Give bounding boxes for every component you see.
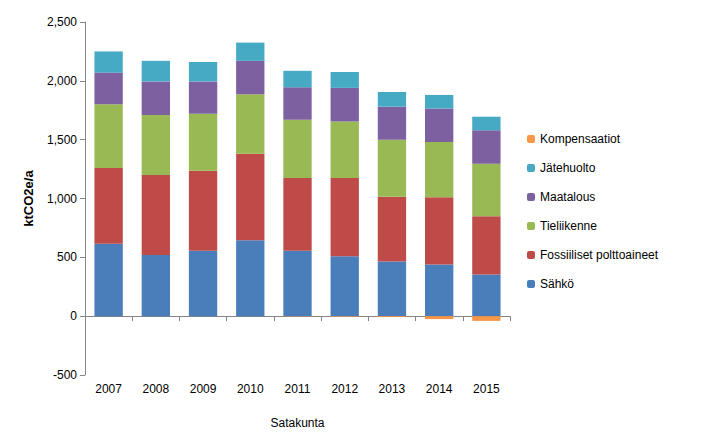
svg-text:0: 0: [70, 309, 77, 323]
svg-text:-500: -500: [53, 368, 77, 382]
svg-text:2010: 2010: [237, 382, 264, 396]
svg-text:2007: 2007: [95, 382, 122, 396]
svg-text:2015: 2015: [473, 382, 500, 396]
svg-text:Kompensaatiot: Kompensaatiot: [540, 132, 621, 146]
svg-text:Fossiiliset polttoaineet: Fossiiliset polttoaineet: [540, 248, 659, 262]
svg-text:2,000: 2,000: [47, 74, 77, 88]
svg-text:Jätehuolto: Jätehuolto: [540, 161, 596, 175]
svg-text:2,500: 2,500: [47, 15, 77, 29]
svg-text:2014: 2014: [426, 382, 453, 396]
svg-text:2013: 2013: [379, 382, 406, 396]
svg-text:500: 500: [57, 250, 77, 264]
svg-text:ktCO2e/a: ktCO2e/a: [21, 170, 36, 227]
svg-text:1,000: 1,000: [47, 192, 77, 206]
svg-text:Satakunta: Satakunta: [270, 416, 324, 430]
svg-text:1,500: 1,500: [47, 133, 77, 147]
svg-text:Tieliikenne: Tieliikenne: [540, 219, 597, 233]
svg-text:Sähkö: Sähkö: [540, 277, 574, 291]
svg-text:2012: 2012: [331, 382, 358, 396]
svg-text:Maatalous: Maatalous: [540, 190, 595, 204]
svg-text:2009: 2009: [190, 382, 217, 396]
svg-text:2011: 2011: [285, 382, 311, 396]
svg-text:2008: 2008: [142, 382, 169, 396]
